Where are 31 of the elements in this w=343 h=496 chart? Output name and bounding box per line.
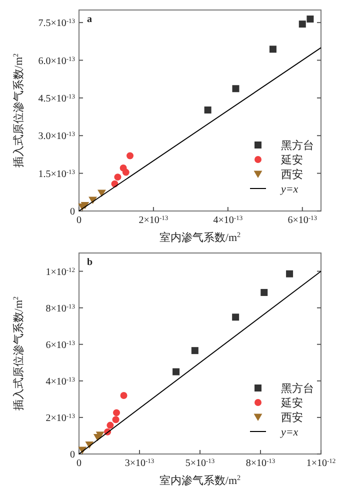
y-tick-label: 4×10$^{-13}$	[46, 376, 75, 388]
chart-title: a	[87, 14, 92, 25]
x-tick-label: 1×10$^{-12}$	[306, 458, 336, 469]
y-tick-label: 8×10$^{-13}$	[46, 302, 75, 314]
y-tick-label: 1.5×10$^{-13}$	[38, 168, 75, 180]
legend-label: y=x	[280, 184, 298, 196]
x-tick-label: 3×10$^{-13}$	[124, 458, 154, 469]
legend-label: 延安	[280, 396, 303, 410]
legend-label: y=x	[280, 426, 298, 438]
legend-label: 黑方台	[281, 139, 314, 152]
y-tick-label: 7.5×10$^{-13}$	[38, 18, 75, 30]
x-tick-label: 4×10$^{-13}$	[213, 214, 243, 226]
x-tick-label: 2×10$^{-13}$	[138, 214, 168, 226]
x-tick-label: 8×10$^{-13}$	[246, 458, 276, 469]
y-tick-label: 3.0×10$^{-13}$	[38, 130, 75, 142]
y-tick-label: 6×10$^{-13}$	[46, 339, 75, 351]
x-tick-label: 5×10$^{-13}$	[185, 458, 215, 469]
legend-label: 西安	[281, 411, 303, 424]
legend-label: 延安	[280, 154, 303, 166]
legend-label: 西安	[281, 168, 303, 181]
chart-title: b	[87, 257, 93, 268]
x-axis-title: 室内渗气系数/m$^{2}$	[159, 474, 242, 487]
x-tick-label: 6×10$^{-13}$	[288, 214, 318, 226]
y-tick-label: 4.5×10$^{-13}$	[38, 92, 75, 104]
legend-label: 黑方台	[281, 382, 314, 395]
y-tick-label: 1×10$^{-12}$	[46, 266, 75, 278]
y-tick-label: 0	[70, 450, 75, 460]
x-axis-title: 室内渗气系数/m$^{2}$	[159, 231, 242, 244]
y-tick-label: 6.0×10$^{-13}$	[38, 55, 75, 67]
y-tick-label: 2×10$^{-13}$	[46, 412, 75, 424]
y-tick-label: 0	[70, 206, 75, 218]
